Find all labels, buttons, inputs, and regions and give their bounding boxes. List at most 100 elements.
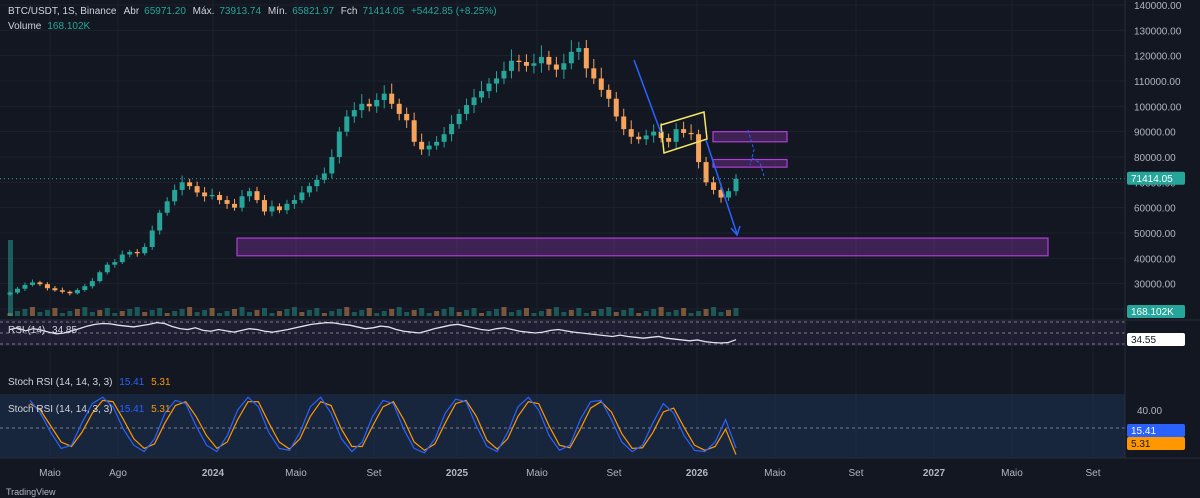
volume-bar — [561, 312, 567, 316]
zone-box — [236, 237, 1049, 257]
candle-body — [247, 191, 253, 197]
stoch-k-line — [29, 396, 737, 454]
volume-bar — [149, 310, 155, 316]
volume-bar — [486, 311, 492, 316]
candle-body — [209, 195, 215, 197]
volume-bar — [613, 312, 619, 316]
time-tick: Maio — [526, 468, 548, 479]
stoch-rsi-pane[interactable] — [0, 319, 1200, 459]
volume-bar — [29, 307, 35, 316]
volume-bar — [411, 310, 417, 316]
time-tick: 2027 — [923, 468, 946, 479]
candle-body — [224, 200, 230, 204]
volume-bar — [553, 307, 559, 316]
candle-body — [606, 89, 612, 99]
open-label: Abr — [123, 6, 140, 17]
candle-body — [82, 286, 88, 290]
volume-label[interactable]: Volume — [8, 21, 42, 32]
volume-bar — [291, 307, 297, 316]
volume-bar — [426, 313, 432, 316]
candle-body — [613, 98, 619, 117]
time-tick: Set — [848, 468, 863, 479]
candle-body — [179, 182, 185, 190]
volume-bar — [336, 309, 342, 316]
candle-body — [14, 288, 20, 293]
candle-body — [74, 290, 80, 294]
time-tick: Maio — [39, 468, 61, 479]
low-label: Mín. — [267, 6, 288, 17]
candle-body — [112, 262, 118, 265]
candle-body — [583, 48, 589, 69]
high-value: 73913.74 — [219, 6, 262, 17]
volume-bar — [59, 313, 65, 316]
stoch-legend-collapsed[interactable]: Stoch RSI (14, 14, 3, 3) 15.41 5.31 — [8, 377, 171, 388]
volume-bar — [591, 311, 597, 316]
symbol-name[interactable]: BTC/USDT, 1S, Binance — [8, 6, 117, 17]
price-tick: 140000.00 — [1134, 1, 1182, 12]
rsi-value: 34.85 — [52, 325, 78, 336]
volume-bar — [329, 311, 335, 316]
time-tick: 2025 — [446, 468, 469, 479]
volume-bar — [157, 308, 163, 316]
volume-bar — [456, 312, 462, 316]
stoch-d-tag-bg — [1127, 437, 1185, 450]
volume-bar — [224, 311, 230, 316]
time-tick: Set — [366, 468, 381, 479]
volume-bar — [344, 307, 350, 316]
price-tick: 60000.00 — [1134, 204, 1176, 215]
volume-bar — [67, 311, 73, 316]
candle-body — [149, 230, 155, 247]
volume-bar — [142, 312, 148, 316]
candle-body — [187, 182, 193, 187]
candle-body — [673, 129, 679, 142]
candle-body — [276, 206, 282, 211]
volume-bar — [531, 313, 537, 316]
candle-body — [254, 191, 260, 201]
candle-body — [456, 113, 462, 125]
volume-bar — [164, 313, 170, 316]
volume-bar — [621, 310, 627, 316]
stoch-axis-top: 40.00 — [1137, 406, 1162, 417]
candle-body — [261, 200, 267, 212]
volume-bar — [276, 311, 282, 316]
stoch-legend[interactable]: Stoch RSI (14, 14, 3, 3) 15.41 5.31 — [8, 404, 171, 415]
rsi-pane[interactable] — [0, 320, 1125, 346]
volume-bar — [82, 307, 88, 316]
volume-bar — [576, 308, 582, 316]
time-tick: Maio — [1001, 468, 1023, 479]
volume-bar — [643, 311, 649, 316]
trend-arrow-line — [633, 59, 662, 134]
volume-bar — [37, 312, 43, 316]
time-axis[interactable]: Maio Ago 2024 Maio Set 2025 Maio Set 2026 Maio Set… — [39, 468, 1101, 479]
volume-bar — [688, 313, 694, 316]
candle-body — [501, 70, 507, 79]
price-tick: 100000.00 — [1134, 102, 1182, 113]
candle-body — [643, 135, 649, 140]
volume-bar — [583, 313, 589, 316]
candle-body — [344, 116, 350, 132]
volume-bar — [493, 309, 499, 316]
time-tick: Maio — [764, 468, 786, 479]
volume-bar — [374, 313, 380, 316]
candle-body — [119, 254, 125, 263]
rsi-legend[interactable]: RSI (14) 34.85 — [8, 325, 77, 336]
volume-bar — [733, 308, 739, 316]
price-axis[interactable]: 140000.00 130000.00 120000.00 110000.00 1000… — [1124, 0, 1185, 458]
high-label: Máx. — [192, 6, 215, 17]
volume-bar — [232, 309, 238, 316]
candle-body — [127, 252, 133, 255]
volume-bar — [568, 310, 574, 316]
candle-body — [591, 68, 597, 79]
candle-body — [628, 129, 634, 137]
price-tick: 110000.00 — [1134, 77, 1181, 88]
volume-bar — [269, 313, 275, 316]
volume-bar — [389, 309, 395, 316]
tradingview-logo[interactable]: TradingView — [6, 487, 56, 497]
volume-bar — [501, 307, 507, 316]
candle-body — [726, 191, 732, 198]
stoch-k-tag: 15.41 — [1131, 426, 1156, 437]
candle-body — [516, 60, 522, 62]
volume-bar — [696, 311, 702, 316]
projection-path — [747, 129, 755, 166]
